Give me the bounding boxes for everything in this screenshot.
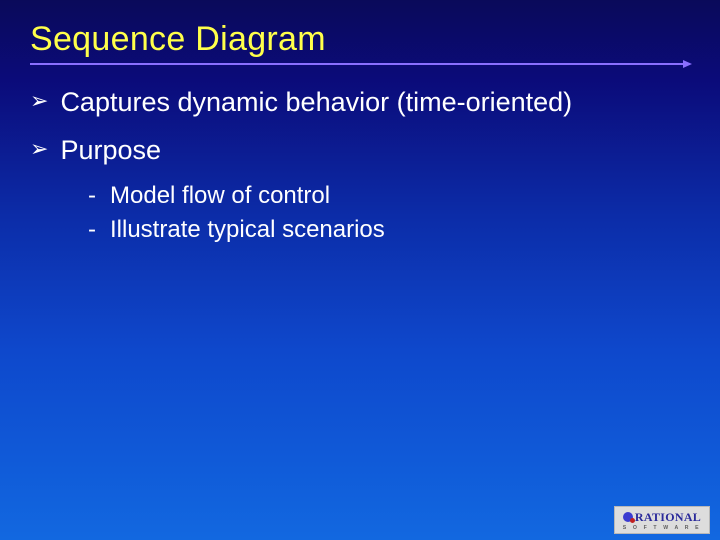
logo-wordmark: RATIONAL (635, 510, 701, 525)
arrow-bullet-icon: ➢ (30, 85, 48, 117)
bullet-text: Purpose (60, 133, 161, 167)
dash-bullet-icon: - (88, 181, 96, 211)
logo-subtext: S O F T W A R E (623, 525, 701, 531)
bullet-item: ➢ Captures dynamic behavior (time-orient… (30, 85, 690, 119)
logo-main-row: RATIONAL (623, 510, 701, 525)
bullet-text: Captures dynamic behavior (time-oriented… (60, 85, 572, 119)
content-area: ➢ Captures dynamic behavior (time-orient… (30, 85, 690, 245)
slide-title: Sequence Diagram (30, 20, 690, 59)
sub-bullet-text: Illustrate typical scenarios (110, 215, 385, 245)
title-underline (30, 63, 690, 65)
rational-software-logo: RATIONAL S O F T W A R E (614, 506, 710, 534)
sub-bullet-item: - Illustrate typical scenarios (88, 215, 690, 245)
logo-orbit-icon (623, 512, 633, 522)
slide: Sequence Diagram ➢ Captures dynamic beha… (0, 0, 720, 540)
arrow-bullet-icon: ➢ (30, 133, 48, 165)
title-area: Sequence Diagram (30, 20, 690, 65)
sub-bullet-text: Model flow of control (110, 181, 330, 211)
sub-bullet-item: - Model flow of control (88, 181, 690, 211)
dash-bullet-icon: - (88, 215, 96, 245)
bullet-item: ➢ Purpose (30, 133, 690, 167)
